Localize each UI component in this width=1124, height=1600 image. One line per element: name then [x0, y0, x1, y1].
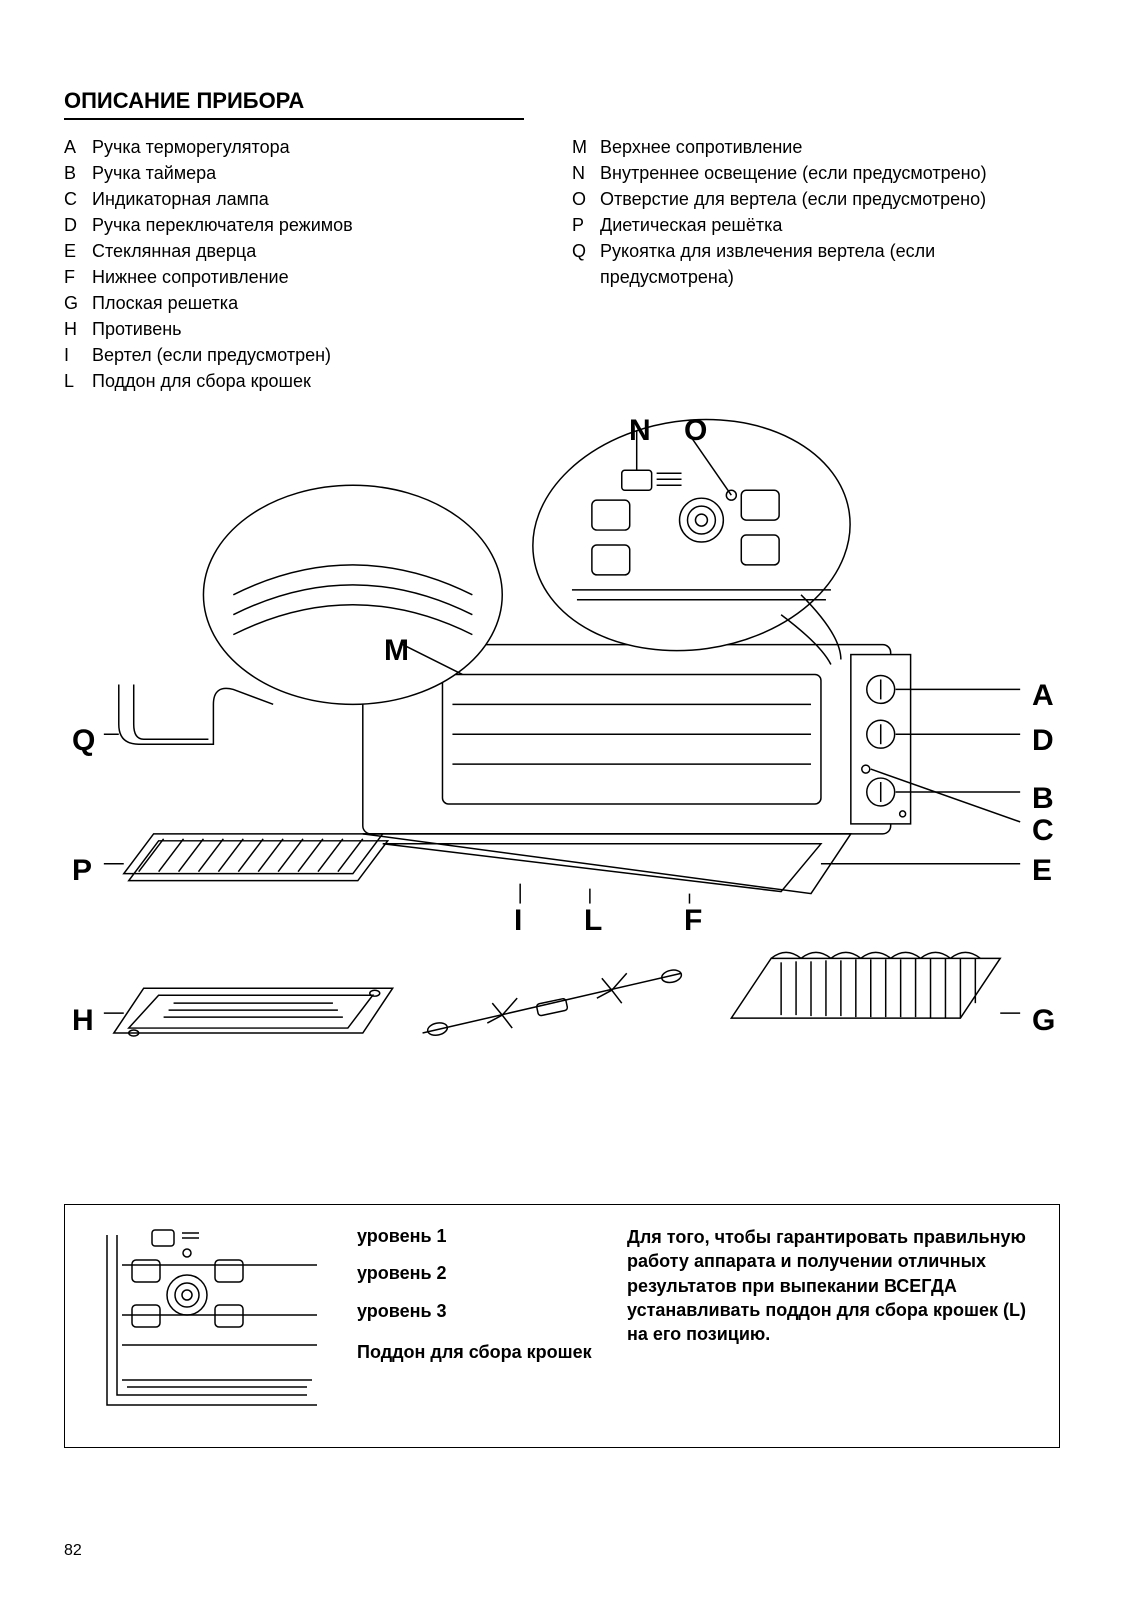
diagram-label-I: I: [514, 904, 522, 938]
part-desc: Плоская решетка: [92, 290, 552, 316]
part-letter: M: [572, 134, 600, 160]
diagram-label-H: H: [72, 1004, 94, 1038]
diagram-label-L: L: [584, 904, 602, 938]
bottom-note-text: Для того, чтобы гарантировать правильную…: [627, 1225, 1037, 1346]
diagram-label-A: A: [1032, 679, 1054, 713]
part-letter: F: [64, 264, 92, 290]
diagram-label-M: M: [384, 634, 409, 668]
bottom-info-box: уровень 1 уровень 2 уровень 3 Поддон для…: [64, 1204, 1060, 1448]
diagram-label-D: D: [1032, 724, 1054, 758]
part-row: BРучка таймера: [64, 160, 552, 186]
part-desc: Индикаторная лампа: [92, 186, 552, 212]
part-desc: Отверстие для вертела (если предусмотрен…: [600, 186, 1060, 212]
diagram-label-Q: Q: [72, 724, 95, 758]
part-desc: Противень: [92, 316, 552, 342]
part-row: OОтверстие для вертела (если предусмотре…: [572, 186, 1060, 212]
level-1-label: уровень 1: [357, 1225, 597, 1248]
diagram-label-N: N: [629, 414, 651, 448]
level-2-label: уровень 2: [357, 1262, 597, 1285]
page-number: 82: [64, 1542, 82, 1560]
parts-col-2: MВерхнее сопротивлениеNВнутреннее освеще…: [572, 134, 1060, 394]
part-letter: H: [64, 316, 92, 342]
part-letter: I: [64, 342, 92, 368]
crumb-tray-label: Поддон для сбора крошек: [357, 1341, 597, 1364]
part-desc: Ручка переключателя режимов: [92, 212, 552, 238]
part-desc: Верхнее сопротивление: [600, 134, 1060, 160]
part-desc: Поддон для сбора крошек: [92, 368, 552, 394]
diagram-label-P: P: [72, 854, 92, 888]
part-letter: Q: [572, 238, 600, 290]
part-row: NВнутреннее освещение (если предусмотрен…: [572, 160, 1060, 186]
part-row: PДиетическая решётка: [572, 212, 1060, 238]
diagram-label-B: B: [1032, 782, 1054, 816]
part-letter: D: [64, 212, 92, 238]
section-title: ОПИСАНИЕ ПРИБОРА: [64, 88, 524, 120]
part-desc: Вертел (если предусмотрен): [92, 342, 552, 368]
diagram-label-G: G: [1032, 1004, 1055, 1038]
part-row: GПлоская решетка: [64, 290, 552, 316]
part-letter: L: [64, 368, 92, 394]
oven-diagram-svg: [64, 414, 1060, 1174]
part-row: DРучка переключателя режимов: [64, 212, 552, 238]
part-letter: B: [64, 160, 92, 186]
main-diagram: NO M Q ADBC P E I L F H G: [64, 414, 1060, 1174]
levels-diagram-svg: [87, 1225, 327, 1425]
diagram-label-F: F: [684, 904, 702, 938]
part-letter: A: [64, 134, 92, 160]
part-letter: O: [572, 186, 600, 212]
part-letter: N: [572, 160, 600, 186]
part-row: LПоддон для сбора крошек: [64, 368, 552, 394]
part-letter: E: [64, 238, 92, 264]
parts-col-1: AРучка терморегулятораBРучка таймераCИнд…: [64, 134, 552, 394]
part-desc: Диетическая решётка: [600, 212, 1060, 238]
part-desc: Стеклянная дверца: [92, 238, 552, 264]
diagram-label-E: E: [1032, 854, 1052, 888]
part-desc: Ручка таймера: [92, 160, 552, 186]
part-row: EСтеклянная дверца: [64, 238, 552, 264]
part-row: AРучка терморегулятора: [64, 134, 552, 160]
level-3-label: уровень 3: [357, 1300, 597, 1323]
parts-list: AРучка терморегулятораBРучка таймераCИнд…: [64, 134, 1060, 394]
part-row: CИндикаторная лампа: [64, 186, 552, 212]
part-desc: Внутреннее освещение (если предусмотрено…: [600, 160, 1060, 186]
part-letter: C: [64, 186, 92, 212]
levels-labels: уровень 1 уровень 2 уровень 3 Поддон для…: [357, 1225, 597, 1379]
part-row: IВертел (если предусмотрен): [64, 342, 552, 368]
part-desc: Ручка терморегулятора: [92, 134, 552, 160]
part-row: FНижнее сопротивление: [64, 264, 552, 290]
part-letter: P: [572, 212, 600, 238]
part-row: QРукоятка для извлечения вертела (если п…: [572, 238, 1060, 290]
part-row: HПротивень: [64, 316, 552, 342]
part-desc: Рукоятка для извлечения вертела (если пр…: [600, 238, 1060, 290]
diagram-label-C: C: [1032, 814, 1054, 848]
diagram-label-O: O: [684, 414, 707, 448]
part-letter: G: [64, 290, 92, 316]
part-row: MВерхнее сопротивление: [572, 134, 1060, 160]
part-desc: Нижнее сопротивление: [92, 264, 552, 290]
